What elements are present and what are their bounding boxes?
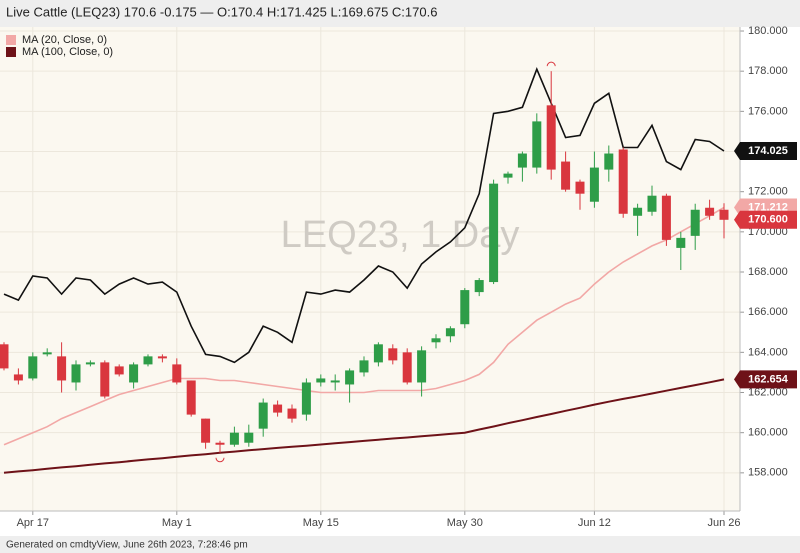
- legend-label: MA (20, Close, 0): [22, 34, 107, 46]
- candle-body: [287, 408, 297, 419]
- candle-body: [561, 161, 571, 190]
- price-tag: [734, 370, 797, 389]
- x-tick-label: Jun 26: [707, 517, 740, 529]
- x-tick-label: May 1: [162, 517, 192, 529]
- watermark: LEQ23, 1 Day: [281, 214, 520, 256]
- candle-body: [345, 370, 355, 385]
- price-tag-label: 162.654: [748, 373, 789, 385]
- legend-swatch: [6, 35, 16, 45]
- candle-body: [661, 195, 671, 240]
- legend: MA (20, Close, 0)MA (100, Close, 0): [6, 34, 113, 58]
- candle-body: [575, 181, 585, 194]
- candle-body: [546, 105, 556, 170]
- candle-body: [489, 183, 499, 283]
- high-marker: [546, 61, 556, 67]
- candle-body: [359, 360, 369, 373]
- candle-body: [229, 432, 239, 445]
- chart-title: Live Cattle (LEQ23) 170.6 -0.175 — O:170…: [6, 4, 437, 19]
- low-marker: [215, 457, 225, 463]
- y-tick-label: 166.000: [748, 306, 788, 318]
- candle-body: [517, 153, 527, 168]
- candle-body: [143, 356, 153, 365]
- candle-body: [172, 364, 182, 383]
- candle-body: [215, 442, 225, 445]
- candle-body: [633, 207, 643, 216]
- y-tick-label: 162.000: [748, 386, 788, 398]
- x-tick-label: May 15: [303, 517, 339, 529]
- candle-body: [690, 209, 700, 236]
- overlay-line: [3, 378, 725, 474]
- candle-body: [316, 378, 326, 383]
- y-tick-label: 180.000: [748, 25, 788, 37]
- x-tick-label: Apr 17: [17, 517, 49, 529]
- candle-body: [445, 328, 455, 337]
- y-tick-label: 168.000: [748, 266, 788, 278]
- candle-body: [330, 380, 340, 383]
- candle-body: [85, 362, 95, 365]
- y-tick-label: 164.000: [748, 346, 788, 358]
- candle-body: [244, 432, 254, 443]
- candle-body: [129, 364, 139, 383]
- grid: 158.000 160.000 162.000 164.000 166.000 168.0…: [0, 25, 788, 529]
- candle-body: [71, 364, 81, 383]
- candle-body: [28, 356, 38, 379]
- x-tick-label: May 30: [447, 517, 483, 529]
- candle-body: [719, 209, 729, 220]
- y-tick-label: 178.000: [748, 65, 788, 77]
- y-tick-label: 172.000: [748, 186, 788, 198]
- x-tick-label: Jun 12: [578, 517, 611, 529]
- candle-body: [532, 121, 542, 168]
- candle-body: [431, 338, 441, 343]
- candle-body: [157, 356, 167, 359]
- footer: Generated on cmdtyView, June 26th 2023, …: [6, 540, 248, 551]
- candle-body: [417, 350, 427, 383]
- legend-swatch: [6, 47, 16, 57]
- candle-body: [100, 362, 110, 397]
- price-tag-label: 170.600: [748, 214, 788, 226]
- candle-body: [618, 149, 628, 214]
- overlay-line: [3, 206, 725, 446]
- candle-body: [402, 352, 412, 383]
- candle-body: [647, 195, 657, 212]
- overlay-line: [3, 67, 725, 364]
- candle-body: [0, 344, 9, 369]
- price-tag: [734, 210, 797, 229]
- candle-body: [42, 352, 52, 355]
- price-tag-label: 171.212: [748, 201, 788, 213]
- candle-body: [258, 402, 268, 429]
- candle-body: [460, 290, 470, 325]
- y-tick-label: 158.000: [748, 467, 788, 479]
- plot: [0, 61, 729, 474]
- y-tick-label: 176.000: [748, 105, 788, 117]
- candle-body: [503, 173, 513, 178]
- candle-body: [114, 366, 124, 375]
- candle-body: [57, 356, 67, 381]
- candle-body: [373, 344, 383, 363]
- candle-body: [676, 237, 686, 248]
- candle-body: [186, 380, 196, 415]
- legend-label: MA (100, Close, 0): [22, 46, 113, 58]
- candle-body: [301, 382, 311, 415]
- candle-body: [705, 207, 715, 216]
- price-tag: [734, 142, 797, 161]
- candle-body: [388, 348, 398, 361]
- candle-body: [604, 153, 614, 170]
- candle-body: [474, 280, 484, 293]
- header-bar: [0, 0, 800, 27]
- candle-body: [589, 167, 599, 202]
- footer-bar: [0, 536, 800, 553]
- price-tag-label: 174.025: [748, 145, 788, 157]
- price-tags: 171.212 162.654 174.025 170.600: [734, 142, 797, 389]
- candle-body: [273, 404, 283, 413]
- y-tick-label: 160.000: [748, 427, 788, 439]
- plot-area: [0, 27, 740, 511]
- candle-body: [13, 374, 23, 381]
- candle-body: [201, 418, 211, 443]
